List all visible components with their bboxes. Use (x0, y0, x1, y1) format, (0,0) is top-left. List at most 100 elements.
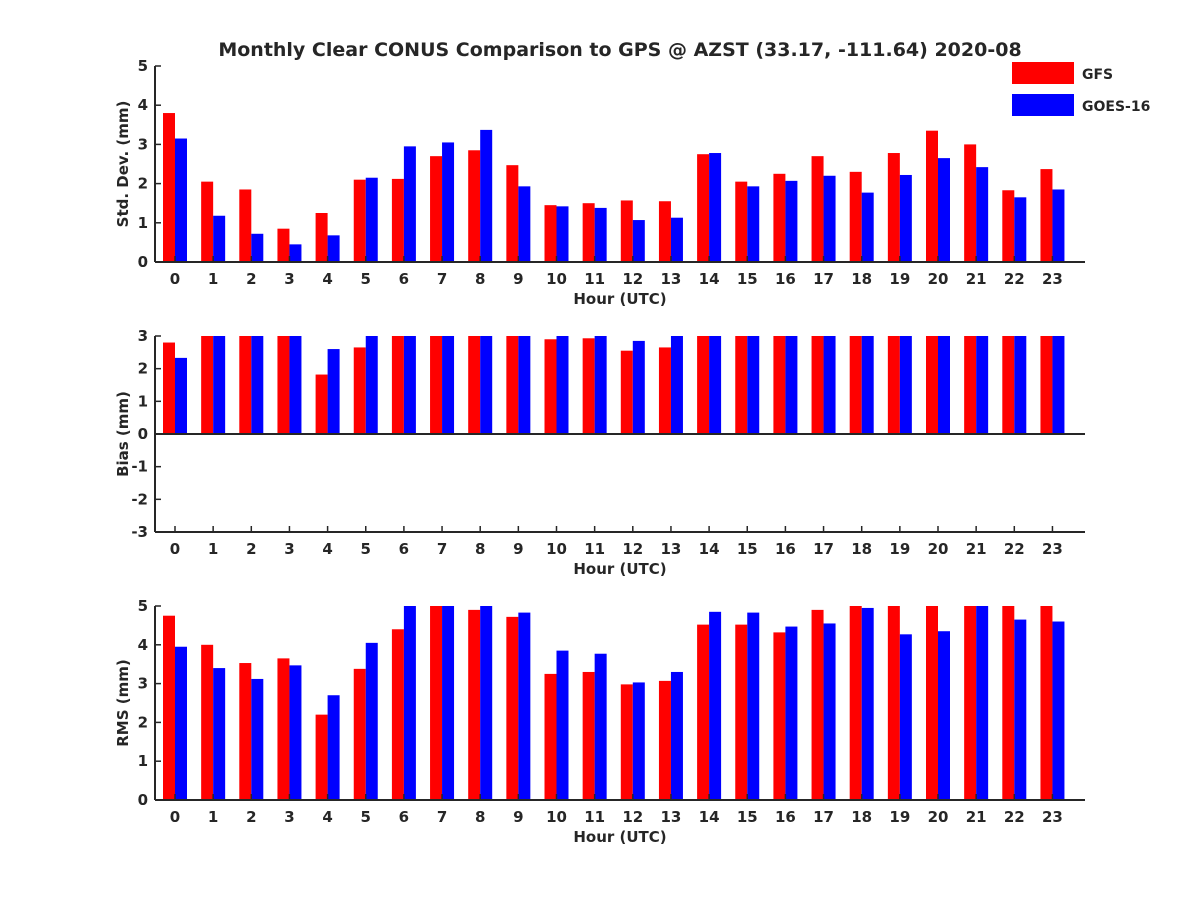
y-tick-label-stddev: 0 (138, 253, 148, 271)
bar-stddev-goes16-1 (213, 215, 226, 262)
y-tick-label-bias: -3 (131, 523, 148, 541)
x-tick-label-rms: 13 (661, 808, 682, 826)
x-tick-label-stddev: 2 (246, 270, 256, 288)
bar-rms-goes16-1 (213, 668, 226, 800)
x-tick-label-bias: 12 (622, 540, 643, 558)
bar-rms-gfs-21 (964, 606, 977, 800)
legend-label-goes16: GOES-16 (1082, 99, 1150, 115)
bar-bias-goes16-12 (632, 340, 645, 434)
bar-rms-goes16-9 (518, 612, 531, 800)
x-tick-label-bias: 3 (284, 540, 294, 558)
bar-bias-goes16-9 (518, 336, 531, 434)
bar-rms-gfs-9 (506, 616, 519, 800)
x-tick-label-stddev: 5 (361, 270, 371, 288)
bar-stddev-gfs-6 (391, 178, 404, 262)
bar-rms-goes16-19 (899, 634, 912, 800)
bar-rms-goes16-21 (976, 606, 989, 800)
bar-bias-goes16-2 (251, 336, 264, 434)
bar-rms-gfs-11 (582, 671, 595, 800)
bar-bias-goes16-23 (1052, 336, 1065, 434)
bar-stddev-gfs-7 (430, 156, 443, 262)
bar-bias-gfs-22 (1002, 336, 1015, 434)
bar-bias-gfs-8 (468, 336, 481, 434)
bar-stddev-goes16-13 (670, 217, 683, 262)
bar-bias-gfs-0 (163, 342, 175, 434)
bar-bias-gfs-15 (735, 336, 748, 434)
bar-rms-goes16-3 (289, 665, 302, 800)
bar-stddev-goes16-6 (403, 146, 416, 262)
bar-bias-goes16-18 (861, 336, 874, 434)
bar-rms-gfs-5 (353, 668, 366, 800)
bar-stddev-gfs-13 (658, 201, 671, 262)
x-tick-label-stddev: 16 (775, 270, 796, 288)
bar-bias-goes16-13 (670, 336, 683, 434)
bar-bias-goes16-19 (899, 336, 912, 434)
bar-rms-gfs-22 (1002, 606, 1015, 800)
bar-rms-gfs-2 (239, 663, 252, 800)
bar-bias-goes16-16 (785, 336, 798, 434)
bar-stddev-goes16-22 (1014, 197, 1027, 262)
bar-bias-goes16-22 (1014, 336, 1027, 434)
x-tick-label-bias: 2 (246, 540, 256, 558)
x-tick-label-bias: 23 (1042, 540, 1063, 558)
bar-bias-gfs-13 (658, 347, 671, 434)
y-tick-label-bias: -1 (131, 458, 148, 476)
bar-bias-goes16-14 (709, 336, 722, 434)
x-tick-label-stddev: 3 (284, 270, 294, 288)
y-tick-label-stddev: 1 (138, 214, 148, 232)
bar-bias-gfs-21 (964, 336, 977, 434)
x-tick-label-rms: 5 (361, 808, 371, 826)
bar-stddev-goes16-11 (594, 207, 607, 262)
bar-stddev-gfs-22 (1002, 190, 1015, 262)
bar-stddev-gfs-4 (315, 213, 328, 262)
x-tick-label-stddev: 8 (475, 270, 485, 288)
bar-stddev-goes16-12 (632, 220, 645, 262)
bar-bias-gfs-17 (811, 336, 824, 434)
y-tick-label-bias: 1 (138, 392, 148, 410)
bar-bias-goes16-4 (327, 349, 340, 434)
bar-stddev-goes16-7 (442, 142, 455, 262)
bar-stddev-gfs-14 (697, 154, 710, 262)
bar-stddev-goes16-15 (747, 186, 760, 262)
x-tick-label-rms: 14 (699, 808, 720, 826)
bar-rms-gfs-4 (315, 714, 328, 800)
y-tick-label-stddev: 2 (138, 175, 148, 193)
y-tick-label-rms: 3 (138, 675, 148, 693)
bar-rms-goes16-0 (175, 646, 187, 800)
x-axis-label-rms: Hour (UTC) (573, 828, 666, 846)
bar-bias-goes16-0 (175, 357, 187, 434)
x-tick-label-rms: 11 (584, 808, 605, 826)
x-tick-label-stddev: 6 (399, 270, 409, 288)
x-tick-label-bias: 17 (813, 540, 834, 558)
bar-bias-goes16-20 (938, 336, 950, 434)
bar-rms-goes16-6 (403, 606, 416, 800)
x-tick-label-stddev: 4 (322, 270, 332, 288)
legend-label-gfs: GFS (1082, 67, 1113, 83)
bar-rms-gfs-8 (468, 609, 481, 800)
x-tick-label-rms: 9 (513, 808, 523, 826)
bar-bias-gfs-20 (926, 336, 938, 434)
bar-bias-goes16-8 (480, 336, 493, 434)
bar-stddev-gfs-3 (277, 228, 290, 262)
bar-bias-goes16-17 (823, 336, 836, 434)
x-tick-label-rms: 18 (851, 808, 872, 826)
bar-rms-goes16-7 (442, 606, 455, 800)
y-tick-label-bias: -2 (131, 490, 148, 508)
bar-rms-goes16-18 (861, 607, 874, 800)
y-tick-label-bias: 0 (138, 425, 148, 443)
y-tick-label-stddev: 5 (138, 57, 148, 75)
x-tick-label-bias: 11 (584, 540, 605, 558)
bar-bias-gfs-5 (353, 347, 366, 434)
bar-bias-gfs-11 (582, 338, 595, 434)
bar-rms-gfs-1 (201, 644, 214, 800)
y-axis-label-stddev: Std. Dev. (mm) (114, 101, 132, 228)
bar-rms-goes16-13 (670, 671, 683, 800)
bar-stddev-goes16-23 (1052, 189, 1065, 262)
bar-stddev-gfs-10 (544, 205, 557, 262)
x-tick-label-rms: 10 (546, 808, 567, 826)
x-tick-label-rms: 2 (246, 808, 256, 826)
x-tick-label-bias: 22 (1004, 540, 1025, 558)
bar-rms-goes16-17 (823, 623, 836, 800)
